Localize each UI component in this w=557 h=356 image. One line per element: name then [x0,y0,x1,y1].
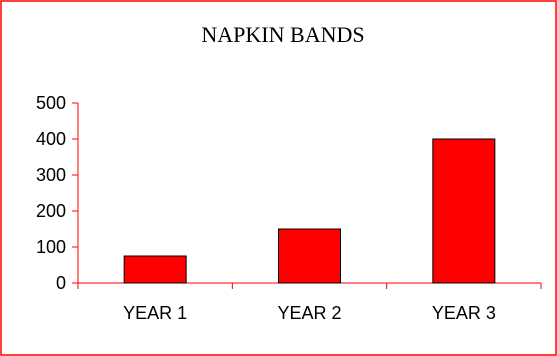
bars [123,138,496,284]
y-tick-label: 200 [36,201,66,221]
x-tick-label: YEAR 1 [123,303,187,323]
y-tick-label: 300 [36,165,66,185]
y-axis: 0 100 200 300 400 500 [36,93,79,293]
y-tick-label: 0 [56,273,66,293]
y-tick-label: 100 [36,237,66,257]
y-tick-label: 400 [36,129,66,149]
chart-title: NAPKIN BANDS [201,22,364,47]
y-tick-label: 500 [36,93,66,113]
x-tick-label: YEAR 2 [277,303,341,323]
bar [278,228,341,284]
bar [123,255,187,284]
bar [432,138,496,284]
x-tick-label: YEAR 3 [432,303,496,323]
